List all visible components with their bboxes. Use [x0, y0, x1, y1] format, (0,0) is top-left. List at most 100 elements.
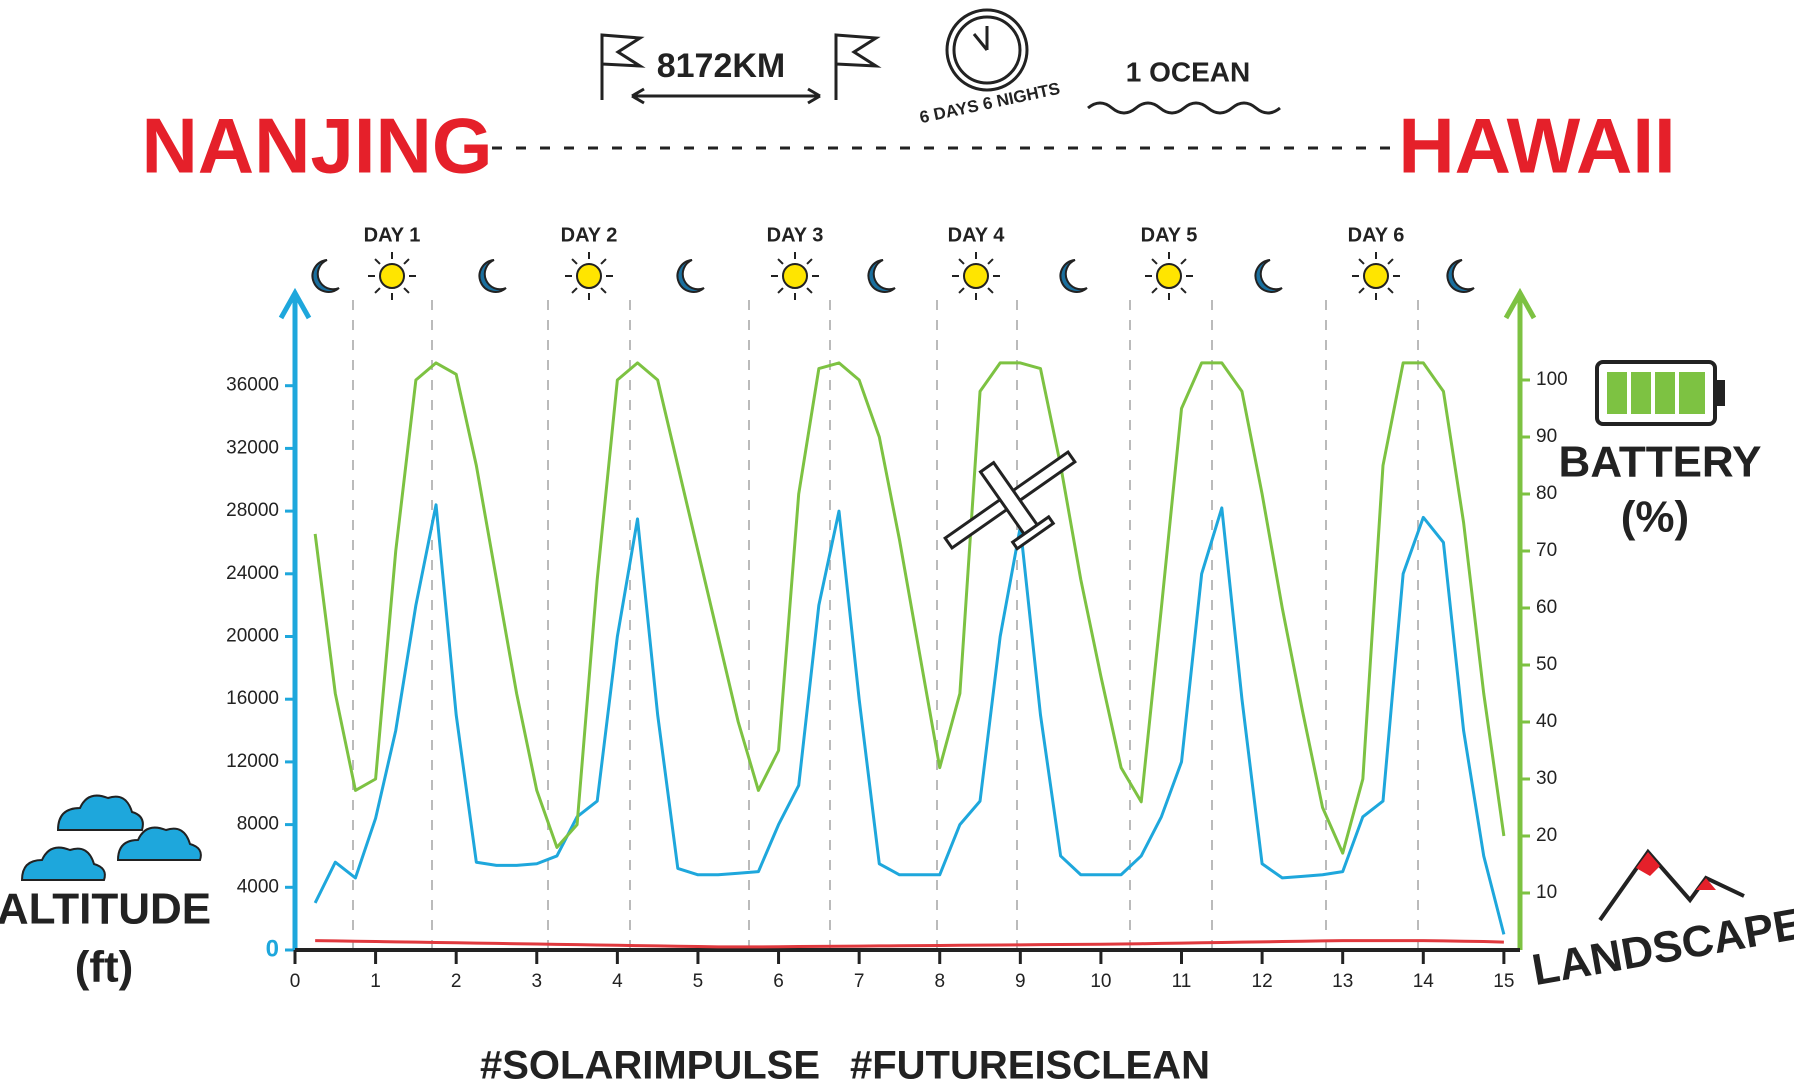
- y2-axis-arrow: [1503, 287, 1537, 320]
- x-tick-label: 3: [531, 971, 542, 992]
- battery-icon: [1595, 360, 1725, 426]
- sun-ray: [403, 258, 410, 265]
- y2-tick-label: 40: [1536, 711, 1557, 732]
- y-tick-label: 8000: [237, 814, 279, 835]
- sun-ray: [958, 287, 965, 294]
- moon-icon: [1446, 259, 1475, 293]
- y2-tick-label: 30: [1536, 768, 1557, 789]
- oceans: 1 OCEAN: [1126, 56, 1250, 87]
- sun-icon: [1363, 263, 1389, 289]
- sun-ray: [1151, 287, 1158, 294]
- y2-tick-label: 70: [1536, 540, 1557, 561]
- sun-ray: [1151, 258, 1158, 265]
- distance: 8172KM: [657, 47, 786, 85]
- sun-ray: [777, 258, 784, 265]
- x-tick-label: 1: [370, 971, 381, 992]
- y2-tick-label: 90: [1536, 426, 1557, 447]
- moon-icon: [676, 259, 705, 293]
- y-tick-label: 28000: [226, 500, 279, 521]
- battery-unit: (%): [1621, 493, 1689, 542]
- y-tick-label: 4000: [237, 876, 279, 897]
- sun-ray: [1358, 287, 1365, 294]
- altitude-label: ALTITUDE: [0, 885, 211, 934]
- landscape-label: LANDSCAPE: [1528, 899, 1794, 995]
- altitude-unit: (ft): [75, 943, 134, 992]
- day-night-row: [311, 252, 1475, 950]
- x-tick-label: 9: [1015, 971, 1026, 992]
- hashtag: #SOLARIMPULSE: [480, 1044, 820, 1088]
- x-tick-label: 12: [1252, 971, 1273, 992]
- sun-ray: [1387, 258, 1394, 265]
- y-tick-label: 0: [266, 935, 279, 962]
- sun-ray: [403, 287, 410, 294]
- sun-icon: [576, 263, 602, 289]
- y-tick-label: 12000: [226, 751, 279, 772]
- plane-body: [978, 460, 1042, 540]
- x-tick-label: 2: [451, 971, 462, 992]
- x-tick-label: 6: [773, 971, 784, 992]
- y-tick-label: 20000: [226, 626, 279, 647]
- sun-ray: [777, 287, 784, 294]
- x-tick-label: 5: [693, 971, 704, 992]
- sun-ray: [1180, 258, 1187, 265]
- day-label: DAY 6: [1348, 224, 1405, 246]
- series-line: [313, 361, 1506, 855]
- day-label: DAY 3: [767, 224, 824, 246]
- day-label: DAY 4: [948, 224, 1006, 246]
- sun-ray: [374, 287, 381, 294]
- sun-icon: [379, 263, 405, 289]
- moon-icon: [311, 259, 340, 293]
- header-decoration: [492, 8, 1390, 150]
- y2-tick-label: 100: [1536, 369, 1568, 390]
- moon-icon: [478, 259, 507, 293]
- sun-icon: [1156, 263, 1182, 289]
- day-label: DAY 5: [1141, 224, 1198, 246]
- y-axis-arrow: [278, 287, 312, 320]
- sun-ray: [806, 287, 813, 294]
- clouds: [20, 794, 202, 881]
- day-label: DAY 2: [561, 224, 618, 246]
- y-tick-label: 24000: [226, 563, 279, 584]
- sun-ray: [571, 287, 578, 294]
- sun-ray: [600, 287, 607, 294]
- duration: 6 DAYS 6 NIGHTS: [918, 79, 1062, 127]
- sun-ray: [958, 258, 965, 265]
- x-tick-label: 7: [854, 971, 865, 992]
- sun-ray: [571, 258, 578, 265]
- origin: NANJING: [141, 102, 492, 190]
- x-tick-label: 0: [290, 971, 301, 992]
- moon-icon: [867, 259, 896, 293]
- series-line: [315, 939, 1504, 949]
- sun-ray: [1358, 258, 1365, 265]
- y2-tick-label: 20: [1536, 825, 1557, 846]
- sun-icon: [963, 263, 989, 289]
- sun-ray: [600, 258, 607, 265]
- sun-ray: [1387, 287, 1394, 294]
- mountains: [1598, 848, 1745, 922]
- destination: HAWAII: [1398, 102, 1675, 190]
- x-tick-label: 13: [1332, 971, 1353, 992]
- plane-tail: [1010, 514, 1056, 551]
- day-label: DAY 1: [364, 224, 421, 246]
- y2-tick-label: 80: [1536, 483, 1557, 504]
- y2-tick-label: 10: [1536, 882, 1557, 903]
- series-line: [313, 503, 1506, 935]
- hashtag: #FUTUREISCLEAN: [850, 1044, 1210, 1088]
- moon-icon: [1059, 259, 1088, 293]
- y2-tick-label: 60: [1536, 597, 1557, 618]
- sun-ray: [374, 258, 381, 265]
- x-tick-label: 8: [934, 971, 945, 992]
- x-tick-label: 14: [1413, 971, 1435, 992]
- y-tick-label: 36000: [226, 375, 279, 396]
- battery-label: BATTERY: [1559, 438, 1762, 487]
- x-tick-label: 10: [1090, 971, 1111, 992]
- sun-icon: [782, 263, 808, 289]
- y2-tick-label: 50: [1536, 654, 1557, 675]
- plane-icon: [943, 449, 1077, 551]
- y-tick-label: 32000: [226, 437, 279, 458]
- moon-icon: [1254, 259, 1283, 293]
- sun-ray: [1180, 287, 1187, 294]
- y-tick-label: 16000: [226, 688, 279, 709]
- x-tick-label: 15: [1493, 971, 1514, 992]
